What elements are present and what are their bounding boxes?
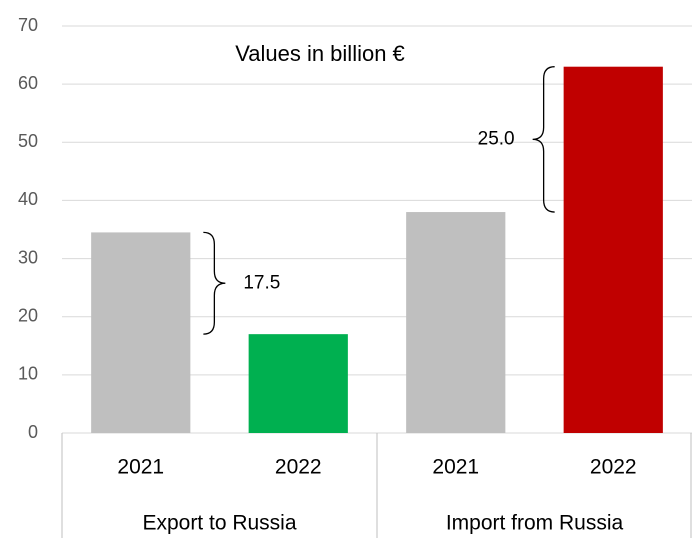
annotation: 25.0 — [478, 128, 515, 149]
bar — [91, 232, 191, 433]
y-tick-label: 0 — [28, 422, 38, 442]
y-tick-label: 50 — [18, 131, 38, 151]
bar — [406, 212, 506, 433]
y-tick-label: 20 — [18, 305, 38, 325]
y-tick-label: 60 — [18, 73, 38, 93]
y-tick-label: 10 — [18, 364, 38, 384]
x-tick-label: 2022 — [275, 456, 322, 479]
x-tick-label: 2021 — [117, 456, 164, 479]
brace — [532, 66, 555, 213]
x-tick-label: 2022 — [590, 456, 637, 479]
brace — [203, 231, 226, 335]
group-label: Export to Russia — [142, 512, 296, 535]
y-tick-label: 40 — [18, 189, 38, 209]
x-tick-label: 2021 — [432, 456, 479, 479]
annotation: 17.5 — [243, 272, 280, 293]
chart-title: Values in billion € — [235, 41, 405, 66]
bar — [248, 334, 348, 433]
group-label: Import from Russia — [446, 512, 624, 535]
bar — [563, 66, 663, 433]
y-tick-label: 30 — [18, 247, 38, 267]
y-tick-label: 70 — [18, 15, 38, 35]
